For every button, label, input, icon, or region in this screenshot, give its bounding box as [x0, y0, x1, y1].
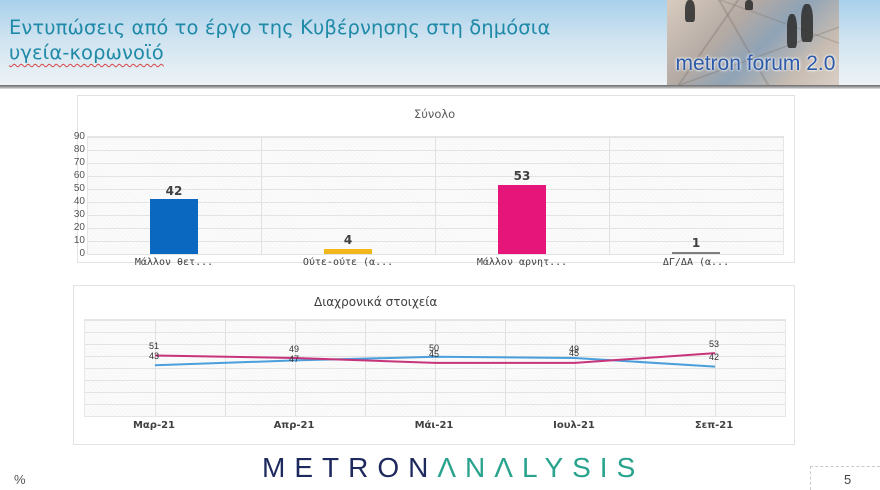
vgridline: [261, 137, 262, 254]
line-series: [154, 352, 716, 368]
y-tick: 40: [73, 196, 85, 207]
y-tick: 0: [79, 248, 85, 259]
vgridline: [609, 137, 610, 254]
header-divider: [0, 85, 880, 89]
logo-text: metron forum 2.0: [675, 52, 836, 75]
person-figure-icon: [787, 14, 797, 48]
point-label: 49: [568, 344, 579, 354]
person-figure-icon: [801, 4, 813, 42]
point-label: 42: [708, 352, 719, 362]
x-category-label: Μάλλον θετ...: [134, 257, 214, 268]
x-category-label: Απρ-21: [273, 420, 315, 431]
title-line-1: Εντυπώσεις από το έργο της Κυβέρνησης στ…: [9, 16, 551, 39]
vgridline: [715, 320, 716, 416]
x-category-label: ΔΓ/ΔΑ (α...: [662, 257, 730, 268]
bar-value-label: 42: [165, 184, 183, 198]
x-category-label: Ούτε-ούτε (α...: [302, 257, 394, 268]
point-label: 53: [708, 339, 719, 349]
vgridline: [435, 137, 436, 254]
vgridline: [645, 320, 646, 416]
vgridline: [295, 320, 296, 416]
point-label: 51: [148, 341, 159, 351]
y-tick: 80: [73, 144, 85, 155]
y-tick: 10: [73, 235, 85, 246]
x-category-label: Μάι-21: [414, 420, 454, 431]
bar-plot-area: [87, 136, 784, 255]
page-number-box: 5: [810, 466, 880, 490]
point-label: 43: [148, 351, 159, 361]
line-chart: Διαχρονικά στοιχεία 51 43 49 47 50 45 49…: [73, 285, 795, 445]
x-category-label: Σεπ-21: [694, 420, 734, 431]
x-category-label: Μαρ-21: [132, 420, 176, 431]
metron-analysis-logo: METRONΛNΛLYSIS: [262, 452, 644, 484]
title-line-2: υγεία-κορωνοϊό: [9, 41, 164, 64]
unit-label: %: [14, 472, 26, 487]
point-label: 50: [428, 343, 439, 353]
bar-dk-na[interactable]: [672, 252, 720, 254]
vgridline: [505, 320, 506, 416]
bar-value-label: 1: [691, 236, 701, 250]
y-tick: 90: [73, 131, 85, 142]
y-tick: 20: [73, 222, 85, 233]
y-tick: 30: [73, 209, 85, 220]
brand-part-2: ΛNΛLYSIS: [437, 452, 645, 483]
y-tick: 70: [73, 157, 85, 168]
point-label: 45: [568, 348, 579, 358]
person-figure-icon: [685, 0, 695, 22]
x-category-label: Μάλλον αρνητ...: [476, 257, 568, 268]
series-line-negative[interactable]: [154, 352, 716, 364]
vgridline: [225, 320, 226, 416]
bar-value-label: 53: [513, 169, 531, 183]
slide-title: Εντυπώσεις από το έργο της Κυβέρνησης στ…: [9, 15, 649, 65]
bar-negative[interactable]: [498, 185, 546, 254]
vgridline: [575, 320, 576, 416]
bar-value-label: 4: [343, 233, 353, 247]
brand-part-1: METRON: [262, 452, 438, 483]
series-line-positive[interactable]: [154, 355, 716, 368]
metron-forum-logo: metron forum 2.0: [667, 0, 839, 85]
person-figure-icon: [745, 0, 753, 10]
vgridline: [155, 320, 156, 416]
bar-chart-title: Σύνολο: [414, 107, 456, 121]
line-plot-area: [84, 319, 786, 417]
bar-chart: Σύνολο 90 80 70 60 50 40 30 20 10 0 42 4…: [74, 95, 795, 268]
page-number: 5: [844, 472, 852, 487]
point-label: 49: [288, 344, 299, 354]
point-label: 47: [288, 354, 299, 364]
baseline: [88, 254, 783, 255]
point-label: 45: [428, 349, 439, 359]
vgridline: [365, 320, 366, 416]
bar-neutral[interactable]: [324, 249, 372, 254]
line-chart-title: Διαχρονικά στοιχεία: [314, 295, 438, 309]
y-tick: 60: [73, 170, 85, 181]
bar-positive[interactable]: [150, 199, 198, 254]
x-category-label: Ιουλ-21: [553, 420, 595, 431]
vgridline: [435, 320, 436, 416]
y-tick: 50: [73, 183, 85, 194]
